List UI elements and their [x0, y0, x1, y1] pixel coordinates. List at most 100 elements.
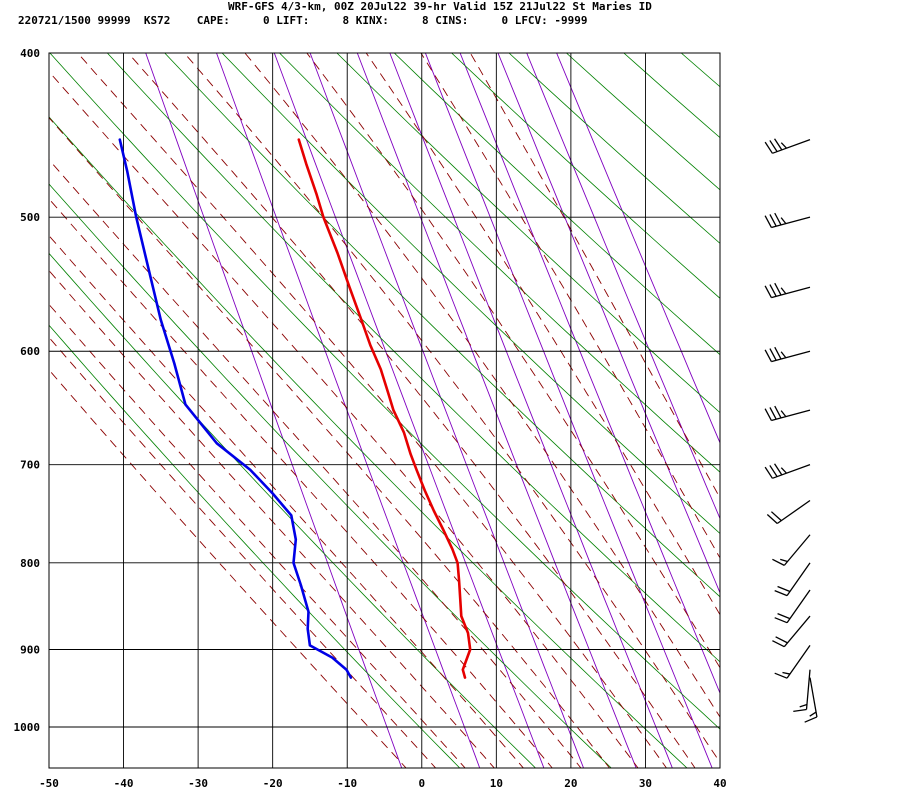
barb-feather — [769, 140, 778, 152]
chart-header-title: WRF-GFS 4/3-km, 00Z 20Jul22 39-hr Valid … — [228, 0, 652, 13]
moist-adiabat-line — [49, 303, 466, 768]
moist-adiabat-line — [49, 234, 524, 768]
dry-adiabat-line — [393, 53, 720, 356]
dry-adiabat-line — [565, 53, 720, 191]
x-tick-label: -10 — [337, 777, 357, 790]
pressure-tick-label: 500 — [20, 211, 40, 224]
dry-adiabat-line — [49, 53, 720, 730]
barb-feather — [773, 138, 783, 151]
moist-adiabat-line — [49, 159, 582, 768]
profile-series — [118, 138, 472, 679]
dry-adiabat-line — [49, 252, 537, 768]
barb-feather — [777, 613, 791, 620]
mixing-ratio-line — [424, 53, 713, 768]
moist-adiabat-line — [420, 53, 720, 559]
mixing-ratio-line — [526, 53, 720, 520]
barb-shaft — [771, 216, 811, 229]
barb-feather — [769, 407, 777, 420]
dry-adiabat-line — [752, 15, 900, 770]
barb-shaft — [772, 464, 811, 479]
barb-shaft — [772, 139, 811, 154]
barb-shaft — [776, 499, 811, 525]
barb-feather — [772, 558, 785, 566]
barb-feather — [793, 708, 807, 713]
barb-feather — [764, 141, 773, 154]
barb-feather — [780, 287, 787, 295]
barb-feather — [780, 217, 787, 225]
barb-feather — [770, 511, 782, 522]
mixing-ratio-line — [556, 53, 720, 444]
dry-adiabat-line — [695, 15, 900, 770]
barb-feather — [769, 465, 778, 477]
dry-adiabat-line — [49, 116, 688, 768]
barb-feather — [774, 672, 788, 679]
dry-adiabat-line — [508, 53, 720, 244]
x-tick-label: 30 — [639, 777, 652, 790]
wind-barb — [772, 534, 811, 566]
dry-adiabat-line — [164, 53, 720, 598]
dry-adiabat-line — [106, 53, 720, 663]
barb-feather — [774, 617, 788, 624]
moist-adiabat-line — [365, 53, 720, 616]
x-tick-label: 10 — [490, 777, 503, 790]
wind-barb — [764, 346, 811, 363]
dry-adiabat-line — [49, 183, 612, 768]
wind-barb — [764, 212, 811, 229]
barb-feather — [764, 408, 772, 421]
barb-feather — [780, 142, 787, 149]
dry-adiabat-line — [865, 15, 900, 770]
dry-adiabat-line — [49, 324, 461, 768]
moist-adiabat-line — [469, 53, 720, 499]
dry-adiabat-line — [451, 53, 720, 299]
moist-adiabat-line — [244, 53, 720, 718]
barb-feather — [804, 716, 818, 723]
barb-feather — [769, 284, 777, 297]
dry-adiabat-line — [623, 53, 720, 139]
wind-barb — [804, 677, 818, 723]
barb-feather — [769, 214, 777, 227]
barb-shaft — [786, 589, 811, 624]
pressure-tick-label: 600 — [20, 345, 40, 358]
moist-adiabat-line — [306, 53, 720, 669]
moist-adiabat-line — [49, 70, 639, 768]
dry-adiabat-line — [278, 53, 720, 473]
wind-barb — [766, 499, 811, 525]
barb-feather — [780, 410, 787, 417]
x-tick-label: -20 — [263, 777, 283, 790]
wind-barb — [764, 463, 811, 479]
dewpoint-profile-line — [118, 138, 353, 679]
barb-feather — [774, 212, 782, 226]
barb-feather — [774, 346, 782, 360]
barb-feather — [772, 640, 785, 648]
barb-feather — [764, 349, 772, 362]
mixing-ratio-line — [309, 53, 585, 768]
barb-feather — [764, 285, 772, 298]
pressure-tick-label: 1000 — [14, 721, 41, 734]
axis-ticks: -50 -40 -30 -20 -10 0 10 20 30 40 400 500 600 700 800 9… — [14, 47, 727, 790]
barb-feather — [809, 711, 817, 717]
moist-adiabat-line — [77, 53, 667, 768]
temperature-profile-line — [297, 138, 472, 679]
barb-feather — [777, 585, 791, 593]
moist-adiabat-line — [183, 53, 720, 764]
wind-barb — [774, 645, 811, 679]
dry-adiabat-line — [808, 15, 900, 770]
wind-barbs — [764, 138, 818, 723]
moist-adiabat-line — [49, 198, 553, 768]
barb-shaft — [771, 350, 811, 363]
reference-lines — [49, 15, 900, 770]
wind-barb — [793, 669, 811, 713]
x-tick-label: -40 — [114, 777, 134, 790]
wind-barb — [764, 138, 811, 154]
moist-adiabat-line — [127, 53, 696, 768]
pressure-tick-label: 400 — [20, 47, 40, 60]
barb-feather — [782, 671, 791, 675]
barb-feather — [766, 514, 778, 524]
wind-barb — [774, 589, 811, 624]
x-tick-label: 20 — [564, 777, 577, 790]
barb-feather — [799, 703, 808, 708]
wind-barb — [764, 405, 811, 422]
barb-feather — [774, 282, 782, 296]
pressure-tick-label: 700 — [20, 459, 40, 472]
